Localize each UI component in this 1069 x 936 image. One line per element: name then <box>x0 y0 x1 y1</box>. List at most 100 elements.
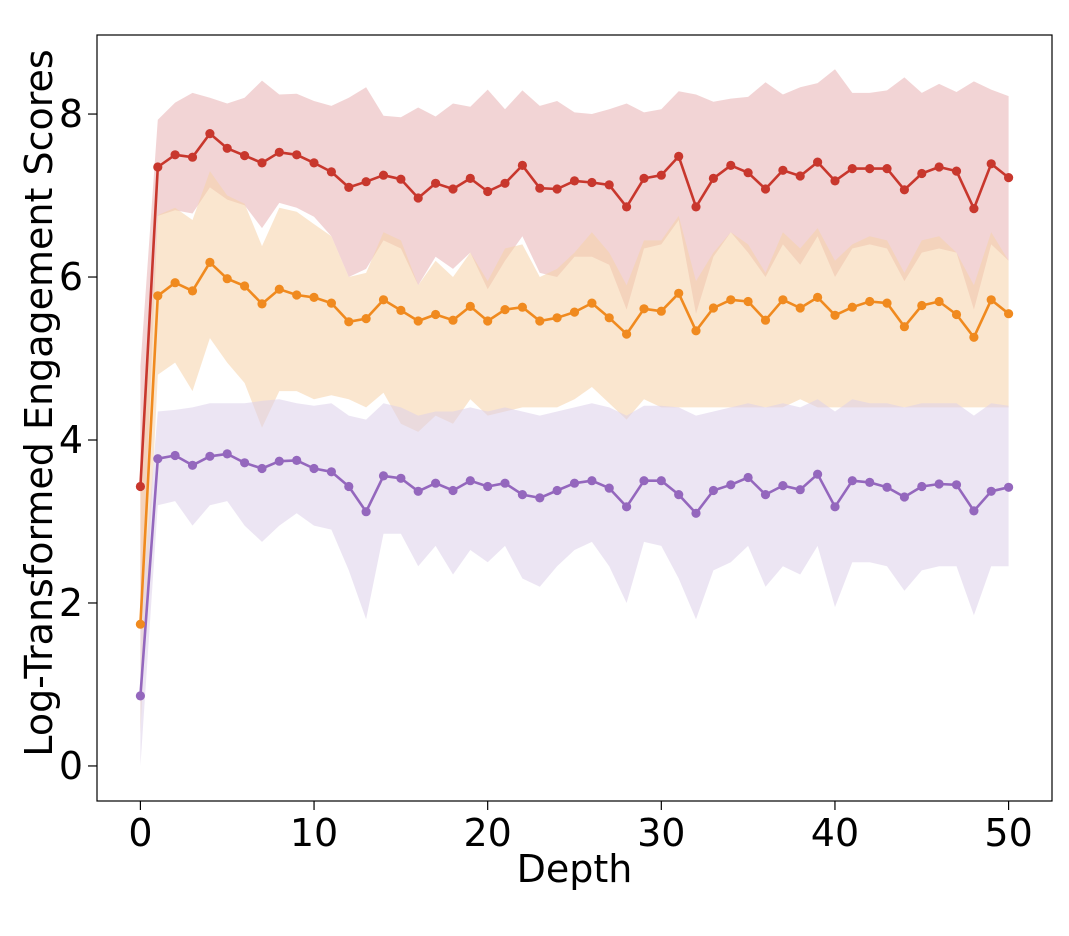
point-red <box>413 193 423 203</box>
point-purple <box>795 485 805 495</box>
point-red <box>865 164 875 174</box>
point-purple <box>448 485 458 496</box>
point-orange <box>170 278 180 288</box>
x-tick-label: 0 <box>128 811 152 855</box>
point-orange <box>917 300 927 311</box>
point-red <box>587 177 597 188</box>
point-purple <box>951 480 962 490</box>
point-purple <box>622 502 632 512</box>
point-purple <box>483 481 493 492</box>
point-red <box>517 160 528 170</box>
point-red <box>726 160 736 170</box>
point-purple <box>326 467 336 477</box>
point-orange <box>431 309 441 320</box>
point-red <box>934 162 944 172</box>
point-purple <box>691 508 701 518</box>
y-axis-label: Log-Transformed Engagement Scores <box>17 49 61 756</box>
point-orange <box>153 291 163 301</box>
point-purple <box>882 482 892 492</box>
band-orange <box>140 171 1009 734</box>
point-red <box>378 170 389 180</box>
point-orange <box>274 284 284 294</box>
point-red <box>691 202 701 212</box>
y-tick-label: 0 <box>59 744 83 788</box>
point-purple <box>587 476 597 486</box>
band-purple <box>140 399 1009 766</box>
point-red <box>847 164 857 174</box>
point-purple <box>865 477 875 487</box>
x-tick-label: 50 <box>984 811 1032 855</box>
point-purple <box>778 481 788 491</box>
point-orange <box>622 329 632 339</box>
point-red <box>604 180 614 190</box>
point-red <box>552 184 562 194</box>
point-orange <box>760 315 771 325</box>
point-purple <box>431 478 441 488</box>
point-purple <box>604 483 614 493</box>
point-orange <box>326 298 336 308</box>
y-tick-label: 8 <box>59 92 83 136</box>
point-orange <box>396 305 406 315</box>
series-points <box>135 129 1014 701</box>
point-orange <box>986 295 996 305</box>
y-tick-label: 6 <box>59 255 83 299</box>
point-red <box>986 159 996 169</box>
point-red <box>344 182 354 192</box>
point-purple <box>934 479 944 489</box>
point-purple <box>674 490 684 500</box>
point-purple <box>552 485 562 496</box>
point-red <box>569 176 580 186</box>
point-purple <box>205 451 215 461</box>
point-purple <box>743 472 753 483</box>
point-orange <box>361 314 371 324</box>
point-red <box>708 173 719 183</box>
point-purple <box>222 449 232 459</box>
point-purple <box>517 490 528 500</box>
point-orange <box>865 296 875 307</box>
point-orange <box>830 310 840 320</box>
x-tick-label: 10 <box>290 811 338 855</box>
point-purple <box>378 471 389 481</box>
point-red <box>639 173 649 183</box>
point-purple <box>535 493 545 503</box>
point-red <box>622 202 632 212</box>
point-red <box>465 173 475 183</box>
point-orange <box>309 292 319 302</box>
point-purple <box>170 450 180 461</box>
point-purple <box>569 478 580 488</box>
x-axis-ticks: 0 10 20 30 40 50 <box>128 801 1033 855</box>
point-red <box>917 168 927 179</box>
point-orange <box>552 313 562 323</box>
point-red <box>743 168 753 178</box>
point-orange <box>535 316 545 326</box>
point-red <box>274 147 284 157</box>
point-orange <box>240 281 250 291</box>
point-orange <box>708 303 719 313</box>
point-orange <box>691 326 701 336</box>
point-purple <box>344 481 354 492</box>
point-red <box>292 150 302 160</box>
point-orange <box>587 298 597 308</box>
point-red <box>309 158 319 168</box>
x-tick-label: 30 <box>637 811 685 855</box>
point-red <box>205 129 215 139</box>
point-purple <box>396 473 406 483</box>
point-purple <box>760 490 771 500</box>
x-tick-label: 40 <box>811 811 859 855</box>
point-purple <box>240 458 250 468</box>
point-orange <box>465 301 475 311</box>
y-axis-ticks: 0 2 4 6 8 <box>59 92 97 788</box>
point-red <box>674 151 684 161</box>
point-red <box>656 170 666 180</box>
point-red <box>187 152 198 162</box>
point-orange <box>569 307 580 317</box>
point-orange <box>292 290 302 300</box>
point-red <box>795 171 805 181</box>
point-red <box>240 151 250 161</box>
point-purple <box>847 476 857 486</box>
point-red <box>882 164 892 174</box>
point-purple <box>969 506 979 516</box>
point-red <box>361 177 371 187</box>
point-red <box>830 176 840 186</box>
point-orange <box>969 332 979 342</box>
